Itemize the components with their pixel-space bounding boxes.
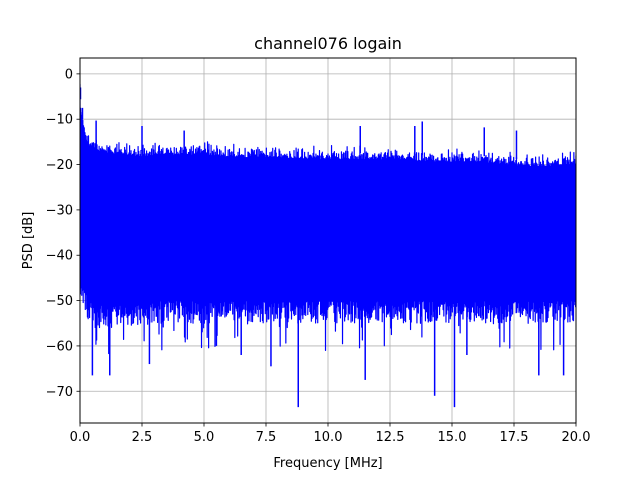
chart-title: channel076 logain bbox=[254, 34, 402, 53]
y-tick-label: −50 bbox=[46, 294, 73, 309]
plot-area bbox=[80, 84, 576, 408]
x-tick-label: 2.5 bbox=[132, 430, 153, 445]
psd-series-line bbox=[80, 84, 576, 355]
x-axis-label: Frequency [MHz] bbox=[273, 456, 382, 471]
x-axis-ticks: 0.0 2.5 5.0 7.5 10.0 12.5 15.0 17.5 20.0 bbox=[70, 423, 591, 445]
y-tick-label: 0 bbox=[65, 67, 73, 82]
y-tick-label: −10 bbox=[46, 113, 73, 128]
series-layer bbox=[80, 84, 576, 408]
x-tick-label: 17.5 bbox=[500, 430, 529, 445]
x-tick-label: 12.5 bbox=[376, 430, 405, 445]
x-tick-label: 5.0 bbox=[194, 430, 215, 445]
y-tick-label: −40 bbox=[46, 249, 73, 264]
x-tick-label: 0.0 bbox=[70, 430, 91, 445]
y-tick-label: −60 bbox=[46, 339, 73, 354]
x-tick-label: 20.0 bbox=[562, 430, 591, 445]
y-tick-label: −70 bbox=[46, 385, 73, 400]
x-tick-label: 15.0 bbox=[438, 430, 467, 445]
y-axis-label: PSD [dB] bbox=[21, 212, 36, 270]
y-axis-ticks: 0 −10 −20 −30 −40 −50 −60 −70 bbox=[46, 67, 80, 400]
y-tick-label: −30 bbox=[46, 203, 73, 218]
x-tick-label: 7.5 bbox=[256, 430, 277, 445]
x-tick-label: 10.0 bbox=[314, 430, 343, 445]
y-tick-label: −20 bbox=[46, 158, 73, 173]
